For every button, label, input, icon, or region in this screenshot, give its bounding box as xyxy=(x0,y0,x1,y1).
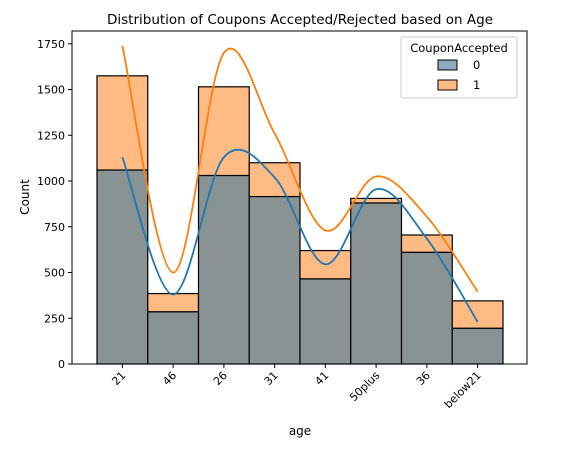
x-tick-label-26: 26 xyxy=(211,369,230,388)
x-tick-label-21: 21 xyxy=(109,369,128,388)
bar-overlap-36 xyxy=(400,251,453,365)
bar-overlap-26 xyxy=(197,174,250,365)
x-tick-label-50plus: 50plus xyxy=(347,369,382,404)
bar-s1-46 xyxy=(147,292,200,313)
y-tick-label: 750 xyxy=(44,221,65,234)
y-tick-label: 1000 xyxy=(37,175,65,188)
y-tick-label: 1750 xyxy=(37,38,65,51)
y-tick-label: 250 xyxy=(44,312,65,325)
legend-swatch-1 xyxy=(437,79,458,91)
y-tick-label: 1250 xyxy=(37,129,65,142)
bar-overlap-41 xyxy=(299,278,352,365)
legend-label-0: 0 xyxy=(473,58,480,72)
chart-title: Distribution of Coupons Accepted/Rejecte… xyxy=(107,12,493,28)
bar-s1-21 xyxy=(96,75,149,171)
bar-s1-below21 xyxy=(451,300,504,329)
y-tick-label: 500 xyxy=(44,267,65,280)
legend: CouponAccepted 0 1 xyxy=(400,36,518,99)
bar-overlap-21 xyxy=(96,169,149,365)
legend-box xyxy=(400,36,518,99)
bar-s1-31 xyxy=(248,162,301,198)
x-tick-label-46: 46 xyxy=(160,369,179,388)
x-axis-ticks: 21 46 26 31 41 50plus 36 below21 xyxy=(109,364,484,411)
x-tick-label-31: 31 xyxy=(262,369,281,388)
legend-title: CouponAccepted xyxy=(410,41,508,55)
bars-layer xyxy=(96,75,504,365)
x-axis-label: age xyxy=(289,424,311,438)
y-axis-ticks: 0 250 500 750 1000 1250 1500 1750 xyxy=(37,38,72,371)
bar-s1-50plus xyxy=(350,197,403,204)
x-tick-label-41: 41 xyxy=(312,369,331,388)
y-tick-label: 0 xyxy=(58,358,65,371)
x-tick-label-36: 36 xyxy=(414,369,433,388)
bar-overlap-31 xyxy=(248,195,301,365)
plot-frame xyxy=(71,30,528,365)
bar-overlap-46 xyxy=(147,311,200,365)
kde-line-series-1 xyxy=(121,45,479,293)
bar-overlap-below21 xyxy=(451,327,504,365)
x-tick-label-below21: below21 xyxy=(442,369,484,411)
y-tick-label: 1500 xyxy=(37,84,65,97)
kde-layer xyxy=(121,45,479,323)
bar-s1-26 xyxy=(197,86,250,177)
y-axis-label: Count xyxy=(18,179,32,215)
kde-line-series-0 xyxy=(121,148,479,323)
bar-overlap-50plus xyxy=(350,202,403,365)
legend-swatch-0 xyxy=(437,59,458,71)
legend-label-1: 1 xyxy=(473,78,480,92)
